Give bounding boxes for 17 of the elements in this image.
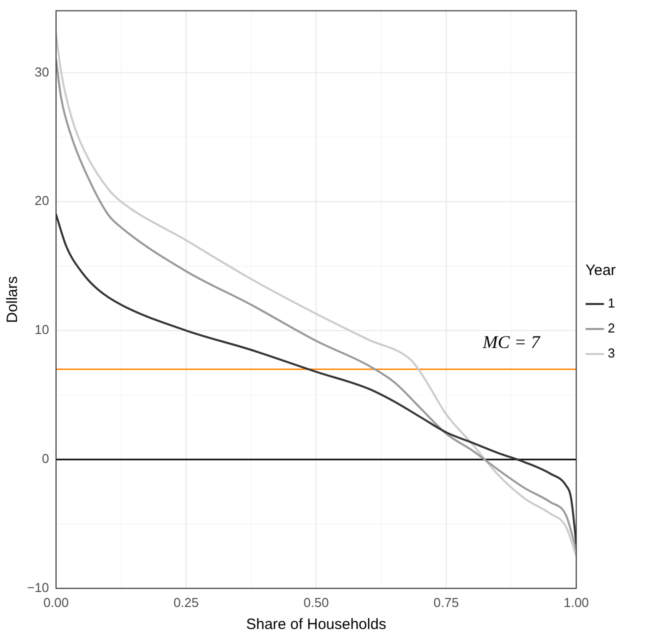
y-tick-label: 10 (34, 322, 50, 338)
x-axis-title: Share of Households (246, 616, 386, 634)
x-tick-label: 0.50 (304, 594, 329, 610)
x-tick-label: 1.00 (564, 594, 589, 610)
legend-label: 1 (608, 296, 616, 311)
y-tick-label: 30 (34, 64, 50, 80)
legend-label: 3 (608, 346, 616, 361)
y-tick-label: 20 (34, 193, 50, 208)
ref-line-label: MC = 7 (482, 332, 541, 352)
x-tick-label: 0.75 (434, 594, 459, 610)
legend-title: Year (585, 262, 616, 280)
y-tick-label: −10 (26, 580, 50, 595)
x-tick-label: 0.25 (173, 594, 199, 610)
legend-label: 2 (608, 320, 616, 336)
y-axis-title: Dollars (4, 276, 22, 323)
x-tick-label: 0.00 (43, 594, 69, 610)
y-tick-label: 0 (42, 451, 50, 466)
